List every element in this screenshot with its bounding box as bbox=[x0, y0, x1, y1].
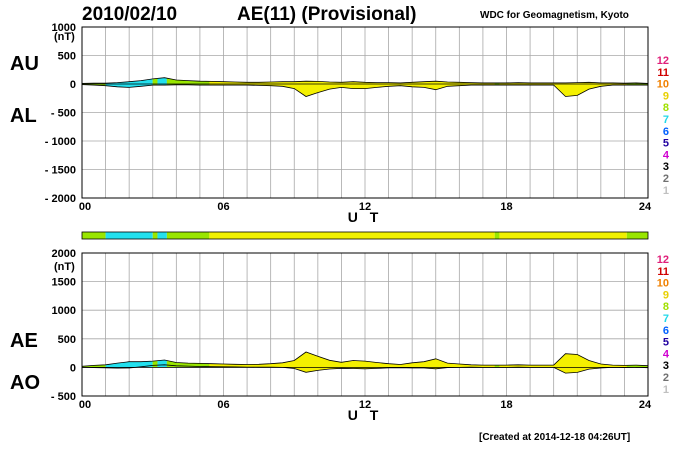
upper-series-line bbox=[81, 77, 649, 84]
activity-level-label: 10 bbox=[657, 278, 669, 290]
activity-level-label: 9 bbox=[663, 289, 669, 301]
activity-level-label: 5 bbox=[663, 138, 669, 150]
activity-level-label: 12 bbox=[657, 254, 669, 266]
series-label-au: AU bbox=[10, 53, 39, 75]
x-tick-label: 18 bbox=[500, 201, 512, 213]
y-tick-label: 0 bbox=[70, 362, 76, 374]
x-tick-label: 18 bbox=[500, 399, 512, 411]
y-tick-label: 0 bbox=[70, 79, 76, 91]
activity-level-label: 4 bbox=[663, 149, 670, 161]
x-tick-label: 00 bbox=[79, 399, 91, 411]
x-tick-label: 00 bbox=[79, 201, 91, 213]
level-colored-area bbox=[157, 360, 167, 368]
activity-level-label: 3 bbox=[663, 360, 669, 372]
x-axis-label: U T bbox=[348, 407, 383, 423]
activity-level-label: 3 bbox=[663, 161, 669, 173]
upper-series-line bbox=[81, 351, 649, 367]
activity-segment bbox=[166, 232, 210, 239]
activity-level-label: 2 bbox=[663, 173, 669, 185]
activity-level-label: 9 bbox=[663, 90, 669, 102]
x-tick-label: 12 bbox=[359, 399, 371, 411]
unit-label: (nT) bbox=[54, 261, 75, 273]
activity-level-label: 11 bbox=[657, 67, 669, 79]
activity-level-label: 12 bbox=[657, 55, 669, 67]
plot-frame bbox=[81, 26, 649, 199]
activity-level-label: 2 bbox=[663, 372, 669, 384]
activity-bar bbox=[81, 231, 649, 240]
activity-segment bbox=[105, 232, 153, 239]
activity-segment bbox=[157, 232, 167, 239]
plot-frame bbox=[81, 252, 649, 397]
activity-segment bbox=[626, 232, 648, 239]
level-colored-area bbox=[494, 365, 500, 368]
y-tick-label: 1500 bbox=[52, 277, 76, 289]
activity-segment bbox=[152, 232, 158, 239]
unit-label: (nT) bbox=[54, 31, 75, 43]
data-source: WDC for Geomagnetism, Kyoto bbox=[480, 10, 629, 21]
y-tick-label: 500 bbox=[58, 51, 76, 63]
activity-segment bbox=[499, 232, 627, 239]
activity-segment bbox=[82, 232, 106, 239]
activity-bar-frame bbox=[81, 231, 649, 240]
lower-series-line bbox=[81, 84, 648, 97]
activity-level-label: 11 bbox=[657, 266, 669, 278]
activity-level-label: 5 bbox=[663, 337, 669, 349]
activity-level-label: 8 bbox=[663, 301, 669, 313]
series-label-ao: AO bbox=[10, 372, 40, 394]
x-axis-label: U T bbox=[348, 209, 383, 225]
y-tick-label: - 1500 bbox=[45, 165, 76, 177]
x-tick-label: 06 bbox=[217, 399, 229, 411]
x-tick-label: 12 bbox=[359, 201, 371, 213]
x-tick-label: 24 bbox=[639, 201, 652, 213]
activity-level-label: 6 bbox=[663, 126, 669, 138]
activity-level-label: 8 bbox=[663, 102, 669, 114]
activity-level-label: 6 bbox=[663, 325, 669, 337]
y-tick-label: - 2000 bbox=[45, 193, 76, 205]
chart-title: AE(11) (Provisional) bbox=[237, 4, 417, 25]
chart-date: 2010/02/10 bbox=[82, 4, 178, 25]
x-tick-label: 24 bbox=[639, 399, 652, 411]
series-label-ae: AE bbox=[10, 330, 38, 352]
y-tick-label: 1000 bbox=[52, 22, 76, 34]
x-tick-label: 06 bbox=[217, 201, 229, 213]
activity-level-label: 1 bbox=[663, 185, 669, 197]
y-tick-label: - 1000 bbox=[45, 136, 76, 148]
series-label-al: AL bbox=[10, 105, 37, 127]
activity-level-label: 7 bbox=[663, 313, 669, 325]
activity-segment bbox=[494, 232, 500, 239]
created-timestamp: [Created at 2014-12-18 04:26UT] bbox=[479, 432, 631, 443]
y-tick-label: 500 bbox=[58, 334, 76, 346]
y-tick-label: 1000 bbox=[52, 305, 76, 317]
y-tick-label: - 500 bbox=[51, 108, 76, 120]
y-tick-label: - 500 bbox=[51, 391, 76, 403]
y-tick-label: 2000 bbox=[52, 248, 76, 260]
activity-segment bbox=[209, 232, 495, 239]
activity-level-label: 4 bbox=[663, 348, 670, 360]
upper-area bbox=[82, 77, 648, 84]
activity-level-label: 7 bbox=[663, 114, 669, 126]
activity-level-label: 1 bbox=[663, 384, 669, 396]
activity-level-label: 10 bbox=[657, 79, 669, 91]
